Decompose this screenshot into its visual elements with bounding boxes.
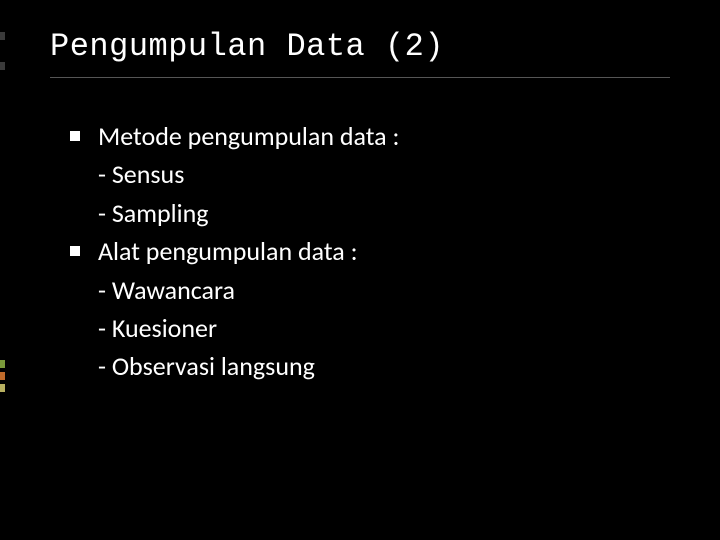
- sub-item: - Sensus: [70, 156, 670, 192]
- edge-ticks: [0, 0, 6, 540]
- square-bullet-icon: [70, 246, 80, 256]
- square-bullet-icon: [70, 131, 80, 141]
- edge-tick: [0, 372, 5, 380]
- sub-item: - Sampling: [70, 195, 670, 231]
- bullet-label: Metode pengumpulan data :: [98, 118, 399, 154]
- edge-tick: [0, 384, 5, 392]
- title-underline: [50, 77, 670, 78]
- slide-body: Metode pengumpulan data : - Sensus - Sam…: [50, 118, 670, 385]
- sub-item: - Observasi langsung: [70, 348, 670, 384]
- edge-tick: [0, 62, 5, 70]
- edge-tick: [0, 32, 5, 40]
- bullet-item: Alat pengumpulan data :: [70, 233, 670, 269]
- bullet-item: Metode pengumpulan data :: [70, 118, 670, 154]
- edge-tick: [0, 360, 5, 368]
- sub-item: - Wawancara: [70, 272, 670, 308]
- sub-item: - Kuesioner: [70, 310, 670, 346]
- bullet-label: Alat pengumpulan data :: [98, 233, 358, 269]
- slide-title: Pengumpulan Data (2): [50, 28, 670, 65]
- slide: Pengumpulan Data (2) Metode pengumpulan …: [0, 0, 720, 540]
